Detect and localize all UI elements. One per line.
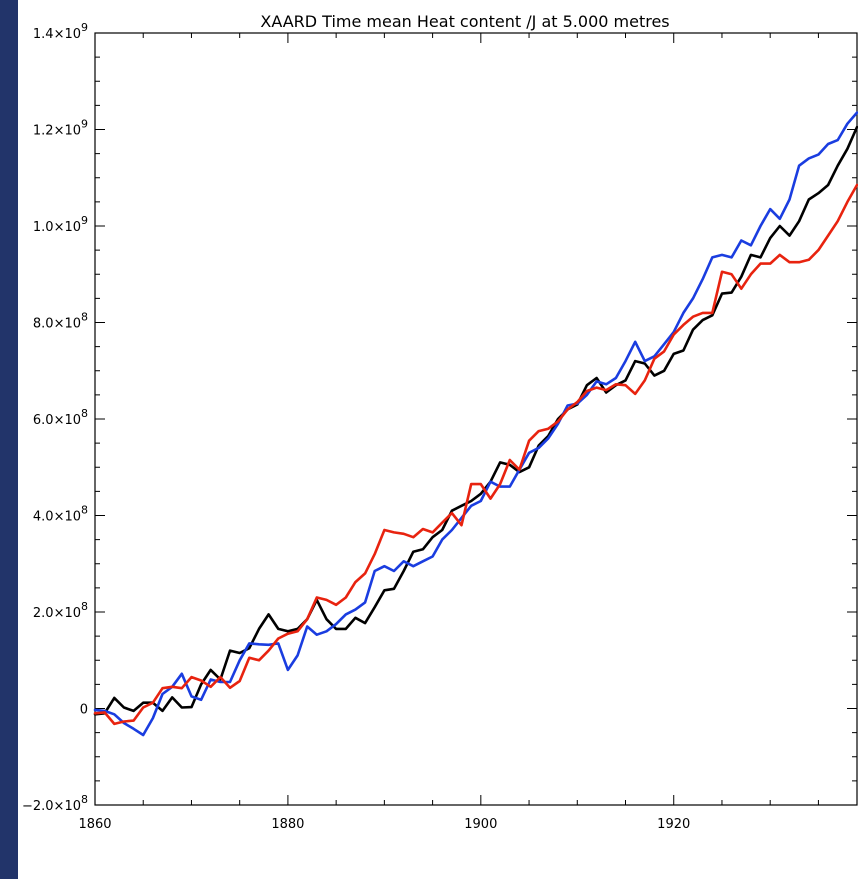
y-tick-exponent: 8 xyxy=(81,407,88,420)
line-chart: XAARD Time mean Heat content /J at 5.000… xyxy=(22,12,858,832)
x-tick-label: 1900 xyxy=(464,817,497,832)
chart-frame: XAARD Time mean Heat content /J at 5.000… xyxy=(18,0,858,879)
y-tick-label: 1.0×109 xyxy=(33,214,88,235)
plot-frame xyxy=(94,32,858,806)
x-tick-label: 1920 xyxy=(657,817,690,832)
series-line-1 xyxy=(93,111,858,737)
y-tick-label: 2.0×108 xyxy=(33,600,88,621)
y-tick-label: 1.4×109 xyxy=(33,21,88,42)
chart-title: XAARD Time mean Heat content /J at 5.000… xyxy=(260,12,669,31)
y-tick-exponent: 8 xyxy=(81,793,88,806)
y-tick-exponent: 8 xyxy=(81,600,88,613)
y-tick-labels: −2.0×108 0 2.0×108 4.0×108 6.0×108 8.0×108 1.0… xyxy=(22,21,88,814)
y-tick-label: 8.0×108 xyxy=(33,311,88,332)
y-tick-label: 0 xyxy=(80,703,88,718)
y-tick-exponent: 9 xyxy=(81,214,88,227)
y-tick-label: 6.0×108 xyxy=(33,407,88,428)
axis-ticks xyxy=(94,32,857,806)
y-tick-exponent: 9 xyxy=(81,21,88,34)
series-lines xyxy=(93,111,858,737)
y-tick-label: −2.0×108 xyxy=(22,793,88,814)
series-line-0 xyxy=(93,125,858,716)
y-tick-label: 1.2×109 xyxy=(33,118,88,139)
x-tick-labels: 1860 1880 1900 1920 xyxy=(78,817,690,832)
y-tick-exponent: 8 xyxy=(81,504,88,517)
x-tick-label: 1880 xyxy=(271,817,304,832)
y-tick-exponent: 9 xyxy=(81,118,88,131)
y-tick-exponent: 8 xyxy=(81,311,88,324)
x-tick-label: 1860 xyxy=(78,817,111,832)
y-tick-label: 4.0×108 xyxy=(33,504,88,525)
series-line-2 xyxy=(93,183,858,726)
